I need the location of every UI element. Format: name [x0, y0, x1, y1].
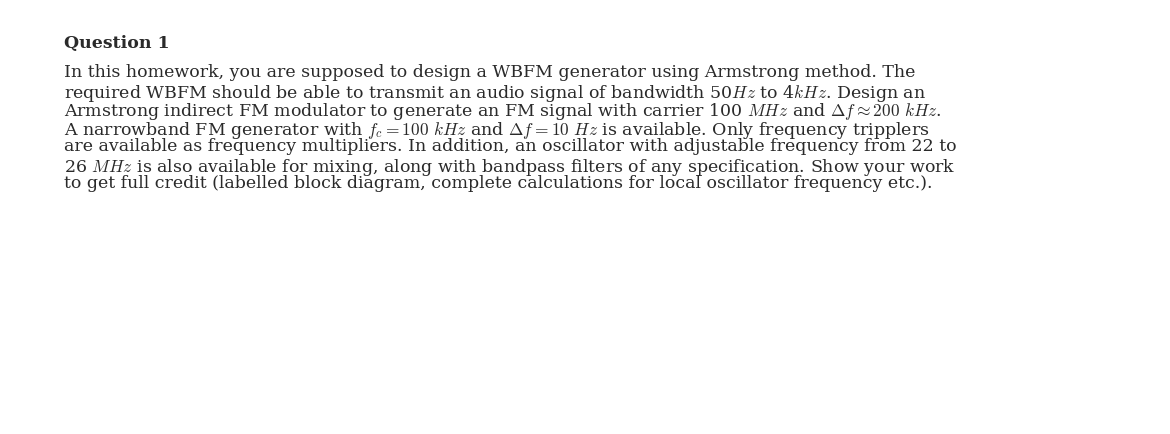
Text: are available as frequency multipliers. In addition, an oscillator with adjustab: are available as frequency multipliers. …: [64, 138, 957, 155]
Text: In this homework, you are supposed to design a WBFM generator using Armstrong me: In this homework, you are supposed to de…: [64, 64, 916, 81]
Text: to get full credit (labelled block diagram, complete calculations for local osci: to get full credit (labelled block diagr…: [64, 175, 932, 192]
Text: required WBFM should be able to transmit an audio signal of bandwidth 50$Hz$ to : required WBFM should be able to transmit…: [64, 83, 927, 104]
Text: Armstrong indirect FM modulator to generate an FM signal with carrier 100 $MHz$ : Armstrong indirect FM modulator to gener…: [64, 101, 942, 122]
Text: 26 $MHz$ is also available for mixing, along with bandpass filters of any specif: 26 $MHz$ is also available for mixing, a…: [64, 157, 956, 178]
Text: A narrowband FM generator with $f_c = 100$ $kHz$ and $\Delta f = 10$ $Hz$ is ava: A narrowband FM generator with $f_c = 10…: [64, 120, 930, 141]
Text: Question 1: Question 1: [64, 35, 170, 52]
